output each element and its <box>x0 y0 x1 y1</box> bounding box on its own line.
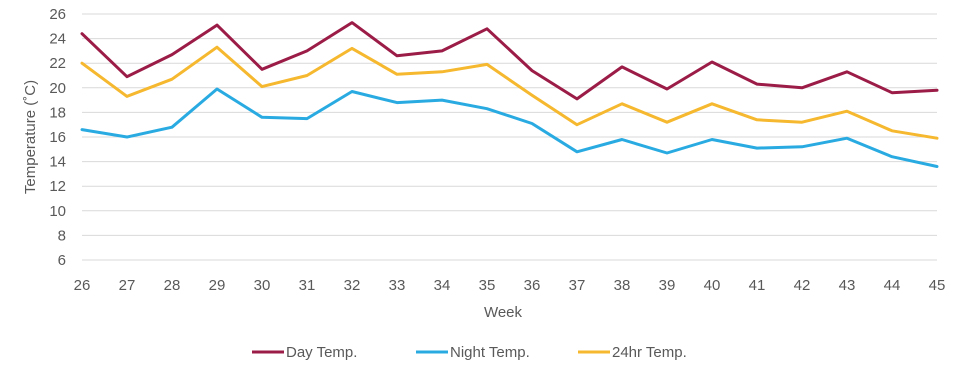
series-line-2 <box>80 87 939 168</box>
x-tick-label: 41 <box>749 277 766 294</box>
legend-label: Night Temp. <box>450 344 530 361</box>
x-tick-label: 43 <box>839 277 856 294</box>
y-tick-label: 8 <box>58 227 66 244</box>
x-tick-label: 28 <box>164 277 181 294</box>
legend-label: Day Temp. <box>286 344 357 361</box>
x-tick-label: 29 <box>209 277 226 294</box>
y-axis-title: Temperature (˚C) <box>22 80 39 194</box>
series-line-3 <box>80 45 939 140</box>
y-tick-label: 24 <box>49 31 66 48</box>
x-tick-label: 35 <box>479 277 496 294</box>
legend: Day Temp. Night Temp. 24hr Temp. <box>252 344 687 361</box>
x-axis-title: Week <box>484 304 523 321</box>
x-tick-label: 40 <box>704 277 721 294</box>
x-axis-ticks: 26 27 28 29 30 31 32 33 34 35 36 37 38 39 40 41 42 43 44 45 <box>74 277 946 294</box>
y-tick-label: 20 <box>49 80 66 97</box>
y-tick-label: 12 <box>49 178 66 195</box>
y-tick-label: 14 <box>49 154 66 171</box>
grid-lines <box>82 13 937 261</box>
x-tick-label: 39 <box>659 277 676 294</box>
x-tick-label: 34 <box>434 277 451 294</box>
x-tick-label: 26 <box>74 277 91 294</box>
x-tick-label: 37 <box>569 277 586 294</box>
series-line-1 <box>80 21 939 101</box>
x-tick-label: 42 <box>794 277 811 294</box>
y-axis-ticks: 6 8 10 12 14 16 18 20 22 24 26 <box>49 6 66 269</box>
x-tick-label: 36 <box>524 277 541 294</box>
x-tick-label: 38 <box>614 277 631 294</box>
x-tick-label: 30 <box>254 277 271 294</box>
legend-label: 24hr Temp. <box>612 344 687 361</box>
x-tick-label: 45 <box>929 277 946 294</box>
y-tick-label: 22 <box>49 55 66 72</box>
x-tick-label: 32 <box>344 277 361 294</box>
x-tick-label: 31 <box>299 277 316 294</box>
y-tick-label: 10 <box>49 203 66 220</box>
x-tick-label: 33 <box>389 277 406 294</box>
series-lines <box>80 21 939 168</box>
y-tick-label: 26 <box>49 6 66 23</box>
y-tick-label: 18 <box>49 104 66 121</box>
x-tick-label: 44 <box>884 277 901 294</box>
y-tick-label: 6 <box>58 252 66 269</box>
y-tick-label: 16 <box>49 129 66 146</box>
x-tick-label: 27 <box>119 277 136 294</box>
